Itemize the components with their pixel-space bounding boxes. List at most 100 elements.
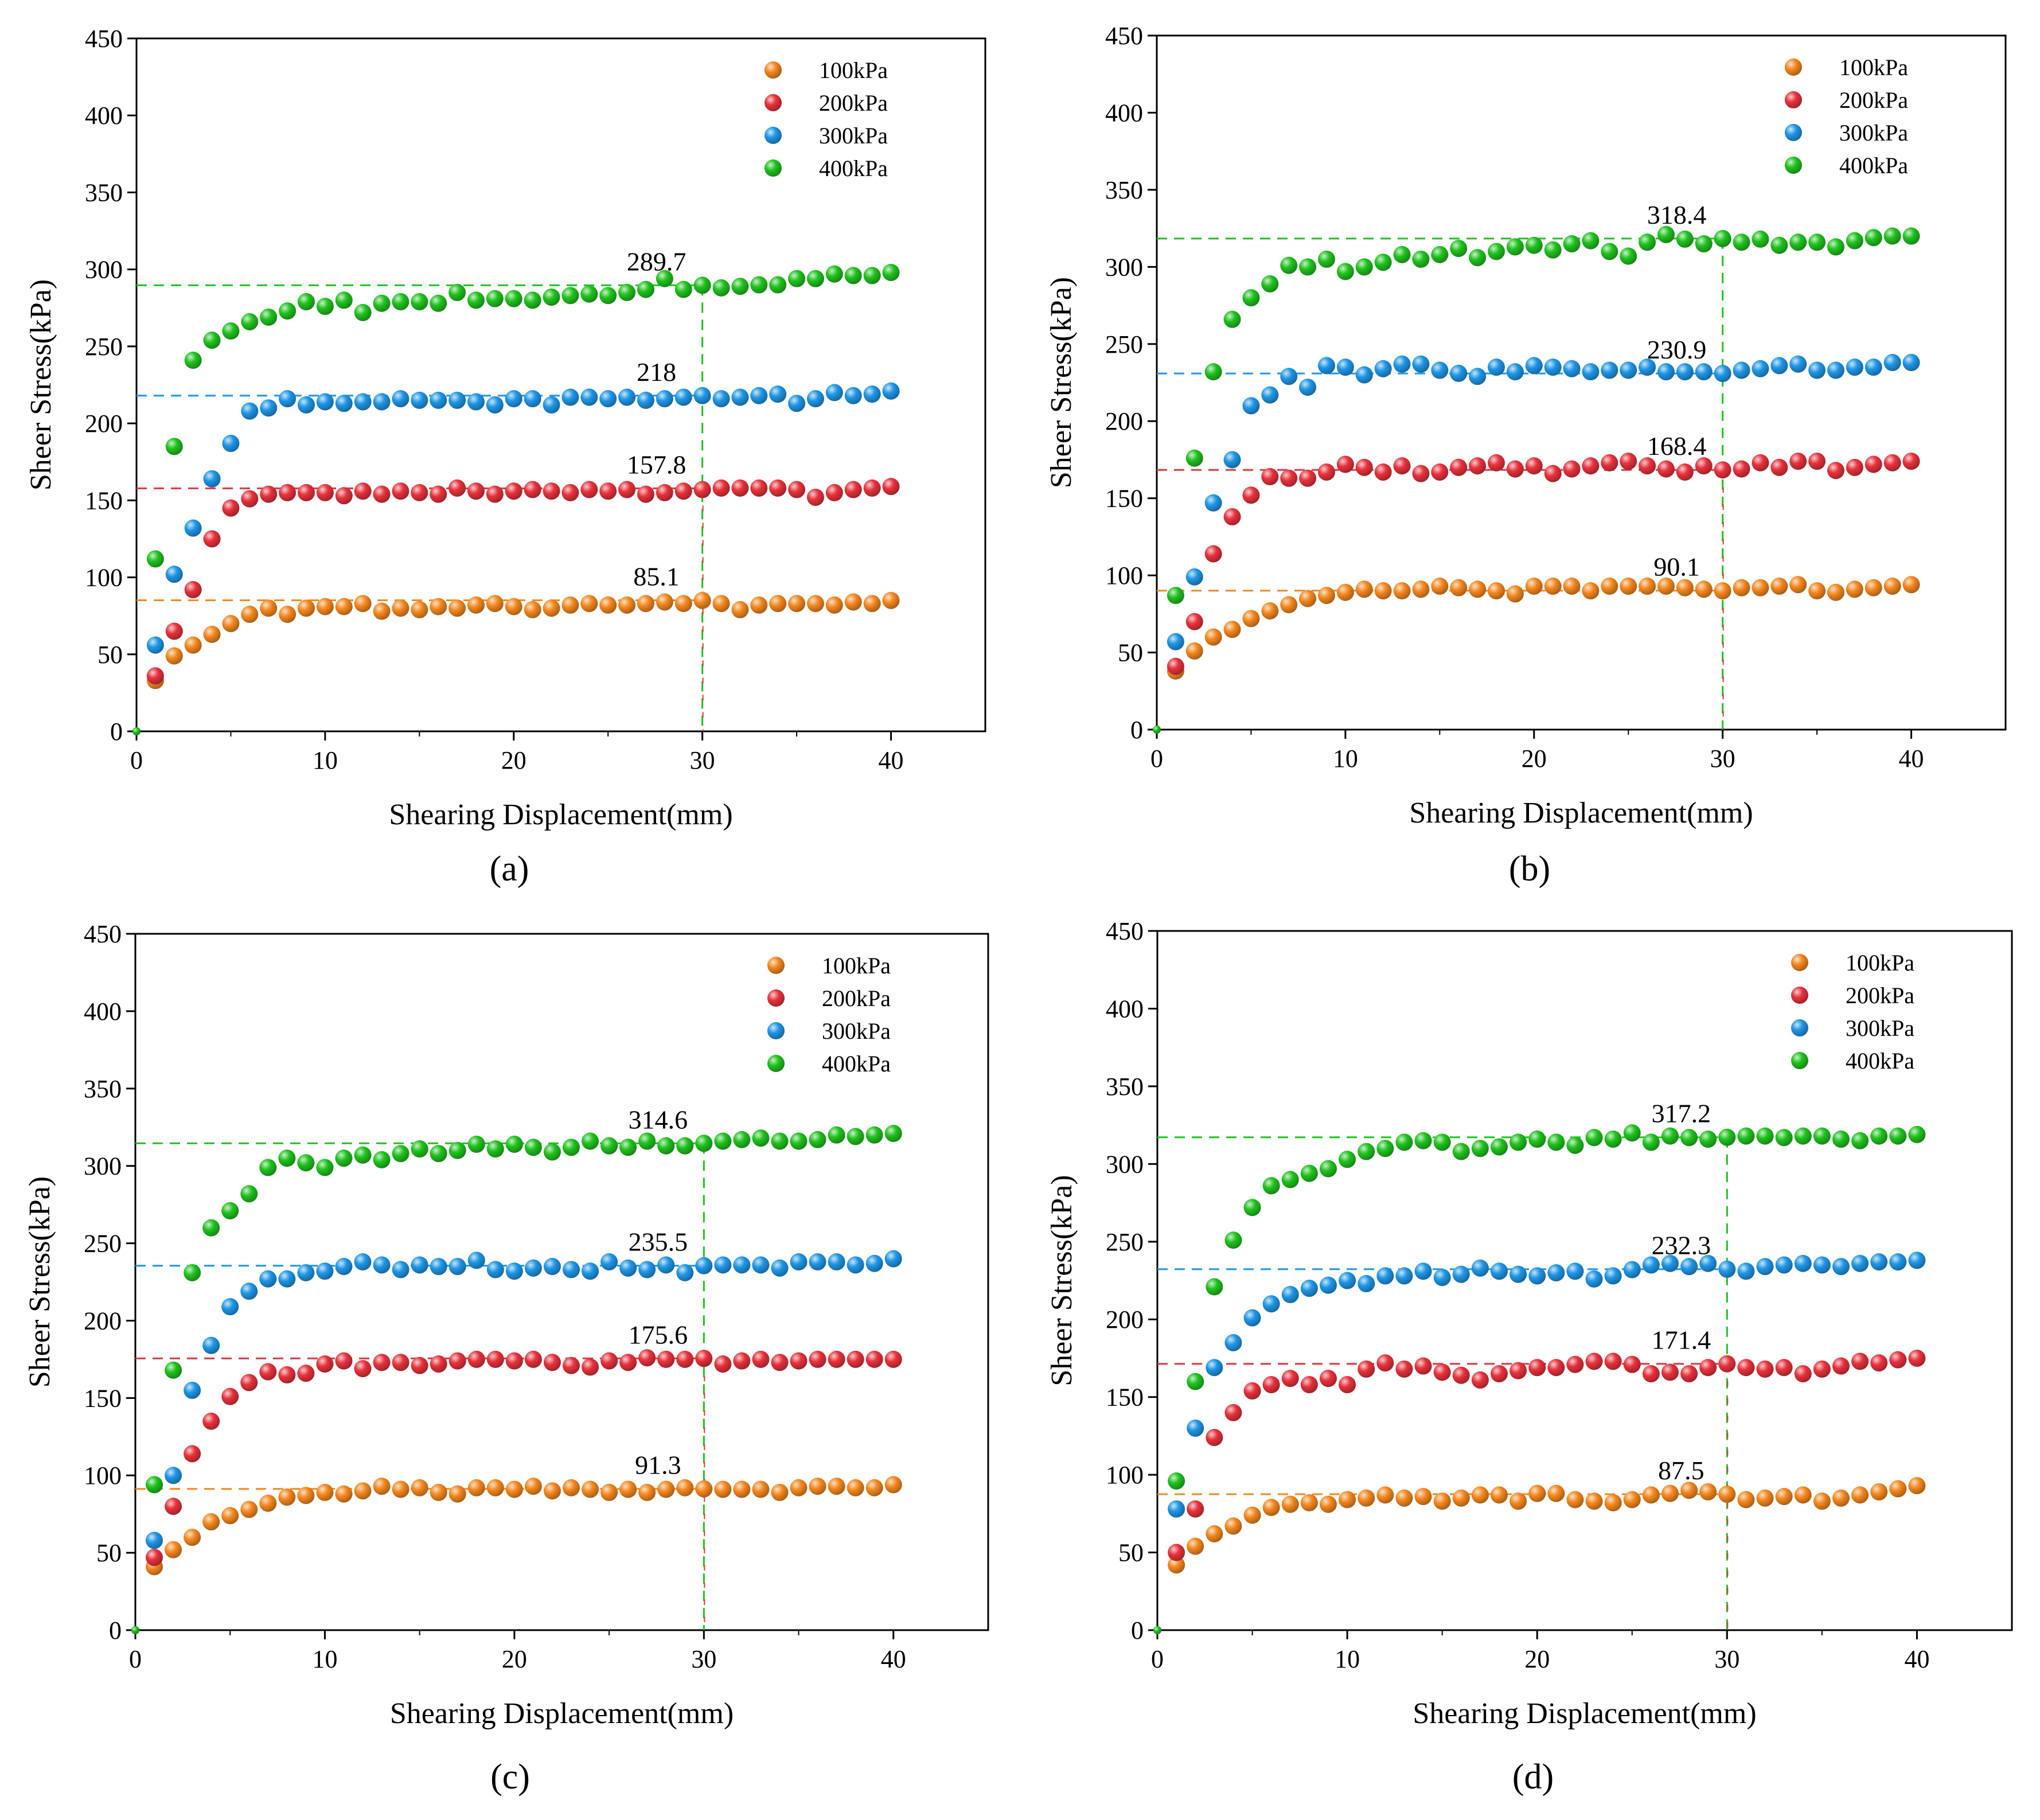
data-point bbox=[1488, 358, 1505, 376]
data-point bbox=[1865, 229, 1882, 247]
panel-label: (c) bbox=[490, 1757, 530, 1796]
data-point bbox=[1789, 355, 1807, 373]
data-point bbox=[430, 1355, 447, 1373]
data-point bbox=[825, 384, 843, 402]
series-400kPa bbox=[1153, 1124, 1926, 1634]
data-point bbox=[1604, 1267, 1622, 1285]
legend-label: 200kPa bbox=[1839, 87, 1908, 113]
x-tick-label: 30 bbox=[1714, 1645, 1739, 1673]
data-point bbox=[260, 599, 278, 617]
data-point bbox=[884, 1350, 902, 1368]
peak-value-label: 230.9 bbox=[1647, 335, 1707, 364]
data-point bbox=[486, 595, 504, 613]
y-tick-label: 450 bbox=[1106, 917, 1144, 945]
data-point bbox=[1358, 1360, 1375, 1378]
data-point bbox=[1414, 1262, 1432, 1280]
data-point bbox=[1566, 1355, 1584, 1373]
data-point bbox=[1450, 579, 1468, 597]
data-point bbox=[1320, 1370, 1337, 1388]
data-point bbox=[222, 499, 240, 517]
data-point bbox=[259, 1159, 277, 1176]
data-point bbox=[1509, 1492, 1527, 1510]
data-point bbox=[165, 647, 183, 665]
x-tick-label: 30 bbox=[1710, 745, 1735, 773]
data-point bbox=[1469, 249, 1487, 267]
data-point bbox=[750, 596, 768, 614]
data-point bbox=[1300, 1375, 1318, 1393]
data-point bbox=[1813, 1256, 1831, 1274]
y-tick-label: 150 bbox=[1106, 1383, 1144, 1412]
data-point bbox=[884, 1476, 902, 1494]
data-point bbox=[563, 1139, 580, 1156]
data-point bbox=[297, 1264, 315, 1281]
data-point bbox=[1794, 1365, 1812, 1383]
data-point bbox=[524, 481, 541, 498]
data-point bbox=[1262, 1498, 1280, 1516]
data-point bbox=[847, 1128, 864, 1145]
data-point bbox=[769, 595, 787, 613]
data-point bbox=[752, 1129, 770, 1147]
x-tick-label: 20 bbox=[1522, 745, 1547, 773]
data-point bbox=[712, 279, 730, 297]
data-point bbox=[1280, 596, 1298, 614]
y-tick-label: 250 bbox=[1105, 330, 1143, 358]
data-point bbox=[807, 595, 824, 613]
y-tick-label: 250 bbox=[1106, 1228, 1144, 1256]
data-point bbox=[392, 1480, 409, 1498]
data-point bbox=[467, 393, 485, 411]
data-point bbox=[731, 388, 749, 406]
data-point bbox=[825, 596, 843, 614]
data-point bbox=[1733, 361, 1750, 379]
data-point bbox=[712, 595, 730, 613]
series-100kPa bbox=[1153, 1477, 1926, 1634]
data-point bbox=[1582, 363, 1600, 381]
x-axis-label: Shearing Displacement(mm) bbox=[390, 1697, 734, 1730]
data-point bbox=[1469, 368, 1487, 385]
data-point bbox=[543, 288, 560, 306]
data-point bbox=[1582, 457, 1600, 475]
y-tick-label: 450 bbox=[84, 920, 122, 948]
data-point bbox=[316, 1483, 334, 1501]
data-point bbox=[1414, 1132, 1432, 1149]
data-point bbox=[373, 1478, 391, 1495]
data-point bbox=[1733, 460, 1750, 478]
data-point bbox=[1865, 455, 1882, 473]
data-point bbox=[599, 482, 617, 500]
data-point bbox=[354, 1146, 372, 1164]
data-point bbox=[1224, 1334, 1242, 1351]
data-point bbox=[1242, 486, 1260, 504]
data-point bbox=[411, 293, 428, 311]
data-point bbox=[863, 595, 881, 613]
legend-label: 100kPa bbox=[822, 953, 891, 979]
data-point bbox=[825, 484, 843, 501]
data-point bbox=[825, 265, 843, 283]
data-point bbox=[1813, 1492, 1831, 1510]
data-point bbox=[599, 390, 617, 408]
data-point bbox=[1808, 361, 1826, 379]
data-point bbox=[184, 1381, 201, 1399]
data-point bbox=[184, 352, 202, 369]
data-point bbox=[637, 280, 654, 298]
data-point bbox=[1223, 621, 1241, 638]
data-point bbox=[1846, 580, 1863, 598]
data-point bbox=[1491, 1262, 1508, 1280]
data-point bbox=[298, 484, 315, 501]
data-point bbox=[1770, 577, 1788, 595]
legend-marker bbox=[767, 989, 785, 1007]
data-point bbox=[467, 1479, 485, 1496]
data-point bbox=[430, 294, 447, 312]
x-tick-label: 40 bbox=[879, 746, 904, 774]
peak-value-label: 314.6 bbox=[629, 1105, 688, 1134]
data-point bbox=[1168, 1500, 1185, 1518]
data-point bbox=[1851, 1486, 1869, 1504]
y-tick-label: 350 bbox=[84, 1075, 122, 1103]
data-point bbox=[297, 1487, 315, 1505]
data-point bbox=[733, 1256, 751, 1274]
data-point bbox=[638, 1132, 656, 1150]
data-point bbox=[278, 1488, 296, 1506]
data-point bbox=[1604, 1494, 1622, 1511]
data-point bbox=[1752, 454, 1769, 471]
data-point bbox=[733, 1480, 751, 1498]
legend-label: 200kPa bbox=[822, 985, 891, 1011]
data-point bbox=[1185, 642, 1203, 660]
